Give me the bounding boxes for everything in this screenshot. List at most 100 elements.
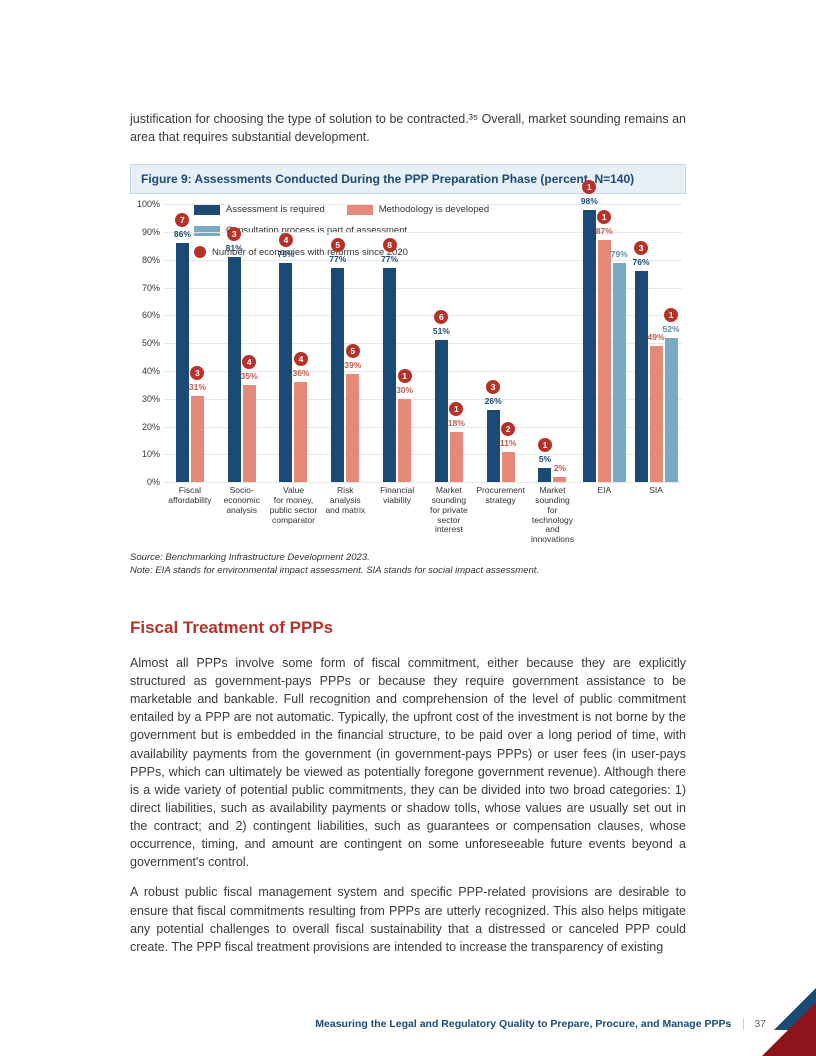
y-axis-label: 90%: [130, 227, 160, 237]
category-label: Financial viability: [371, 482, 423, 506]
chart-category: 5%12%Market sounding for technology and …: [527, 204, 579, 482]
bar-value-label: 11%: [500, 438, 517, 448]
bar-value-label: 39%: [344, 360, 361, 370]
bar-value-label: 51%: [433, 326, 450, 336]
bar-value-label: 86%: [174, 229, 191, 239]
bar-value-label: 18%: [448, 418, 465, 428]
corner-decoration-red: [762, 1002, 816, 1056]
figure-source: Source: Benchmarking Infrastructure Deve…: [130, 552, 686, 565]
reform-dot: 1: [449, 402, 463, 416]
bar-value-label: 35%: [241, 371, 258, 381]
y-axis-label: 100%: [130, 199, 160, 209]
body-paragraph-1: Almost all PPPs involve some form of fis…: [130, 654, 686, 872]
reform-dot: 5: [346, 344, 360, 358]
bar-required: 77%8: [383, 268, 396, 482]
bar-methodology: 39%5: [346, 374, 359, 482]
bar-consultation: 79%: [613, 263, 626, 483]
chart-category: 86%731%3Fiscal affordability: [164, 204, 216, 482]
category-label: Risk analysis and matrix: [319, 482, 371, 515]
chart-category: 77%830%1Financial viability: [371, 204, 423, 482]
page-footer: Measuring the Legal and Regulatory Quali…: [315, 1018, 766, 1030]
body-paragraph-2: A robust public fiscal management system…: [130, 883, 686, 956]
chart-category: 77%539%5Risk analysis and matrix: [319, 204, 371, 482]
bar-required: 86%7: [176, 243, 189, 482]
y-axis-label: 10%: [130, 449, 160, 459]
y-axis-label: 80%: [130, 255, 160, 265]
bar-required: 81%3: [228, 257, 241, 482]
bar-value-label: 5%: [539, 454, 551, 464]
bar-value-label: 36%: [292, 368, 309, 378]
category-label: EIA: [578, 482, 630, 496]
y-axis-label: 20%: [130, 422, 160, 432]
reform-dot: 4: [242, 355, 256, 369]
reform-dot: 1: [398, 369, 412, 383]
y-axis-label: 60%: [130, 310, 160, 320]
chart-category: 81%335%4Socio- economic analysis: [216, 204, 268, 482]
bar-value-label: 76%: [633, 257, 650, 267]
bar-required: 79%4: [279, 263, 292, 483]
bar-methodology: 30%1: [398, 399, 411, 482]
figure-title: Figure 9: Assessments Conducted During t…: [130, 164, 686, 194]
bar-value-label: 2%: [554, 463, 566, 473]
category-label: Socio- economic analysis: [216, 482, 268, 515]
reform-dot: 3: [634, 241, 648, 255]
bar-required: 5%1: [538, 468, 551, 482]
bar-methodology: 35%4: [243, 385, 256, 482]
bar-value-label: 98%: [581, 196, 598, 206]
category-label: Fiscal affordability: [164, 482, 216, 506]
bar-value-label: 81%: [226, 243, 243, 253]
figure-note: Note: EIA stands for environmental impac…: [130, 565, 686, 578]
section-heading: Fiscal Treatment of PPPs: [130, 618, 686, 638]
reform-dot: 3: [227, 227, 241, 241]
bar-value-label: 77%: [329, 254, 346, 264]
intro-paragraph: justification for choosing the type of s…: [130, 110, 686, 146]
bar-methodology: 11%2: [502, 452, 515, 483]
chart-category: 79%436%4Value for money, public sector c…: [268, 204, 320, 482]
reform-dot: 3: [486, 380, 500, 394]
chart-category: 51%618%1Market sounding for private sect…: [423, 204, 475, 482]
reform-dot: 4: [294, 352, 308, 366]
bar-required: 26%3: [487, 410, 500, 482]
reform-dot: 8: [383, 238, 397, 252]
y-axis-label: 30%: [130, 394, 160, 404]
reform-dot: 5: [331, 238, 345, 252]
bar-methodology: 87%1: [598, 240, 611, 482]
reform-dot: 1: [582, 180, 596, 194]
reform-dot: 7: [175, 213, 189, 227]
bar-value-label: 77%: [381, 254, 398, 264]
chart-category: 76%349%52%1SIA: [630, 204, 682, 482]
bar-value-label: 52%: [663, 324, 680, 334]
bar-value-label: 79%: [611, 249, 628, 259]
bar-value-label: 30%: [396, 385, 413, 395]
reform-dot: 1: [538, 438, 552, 452]
category-label: Market sounding for private sector inter…: [423, 482, 475, 535]
reform-dot: 1: [597, 210, 611, 224]
chart-category: 26%311%2Procurement strategy: [475, 204, 527, 482]
bar-methodology: 31%3: [191, 396, 204, 482]
category-label: Procurement strategy: [475, 482, 527, 506]
reform-dot: 3: [190, 366, 204, 380]
bar-value-label: 31%: [189, 382, 206, 392]
y-axis-label: 0%: [130, 477, 160, 487]
category-label: Market sounding for technology and innov…: [527, 482, 579, 545]
reform-dot: 6: [434, 310, 448, 324]
bar-value-label: 79%: [277, 249, 294, 259]
bar-chart: 0%10%20%30%40%50%60%70%80%90%100%86%731%…: [130, 204, 686, 544]
category-label: Value for money, public sector comparato…: [268, 482, 320, 525]
bar-required: 51%6: [435, 340, 448, 482]
y-axis-label: 40%: [130, 366, 160, 376]
bar-consultation: 52%1: [665, 338, 678, 483]
bar-methodology: 18%1: [450, 432, 463, 482]
bar-methodology: 49%: [650, 346, 663, 482]
y-axis-label: 70%: [130, 283, 160, 293]
reform-dot: 1: [664, 308, 678, 322]
footer-title: Measuring the Legal and Regulatory Quali…: [315, 1018, 731, 1030]
chart-category: 98%187%179%EIA: [578, 204, 630, 482]
bar-value-label: 87%: [596, 226, 613, 236]
bar-value-label: 26%: [485, 396, 502, 406]
bar-required: 76%3: [635, 271, 648, 482]
bar-required: 98%1: [583, 210, 596, 482]
bar-required: 77%5: [331, 268, 344, 482]
category-label: SIA: [630, 482, 682, 496]
reform-dot: 4: [279, 233, 293, 247]
